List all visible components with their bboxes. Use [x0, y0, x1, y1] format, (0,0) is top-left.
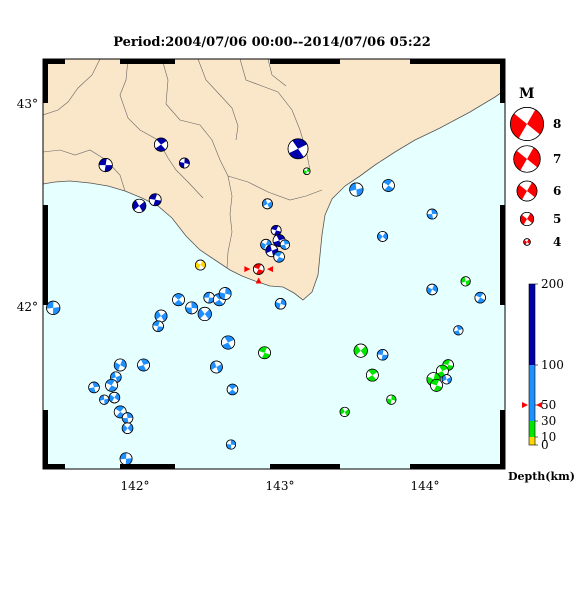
- lon-tick-143: 143°: [266, 479, 295, 493]
- depth-tick-label: 30: [541, 414, 556, 428]
- magnitude-legend-label: 6: [553, 184, 561, 198]
- event-mechanism: [46, 300, 61, 315]
- events-layer: [46, 137, 486, 466]
- event-mechanism: [474, 291, 486, 304]
- lat-tick-42: 42°: [17, 300, 38, 314]
- event-mechanism: [88, 381, 100, 394]
- lat-tick-43: 43°: [17, 97, 38, 111]
- target-event-mechanism: [252, 263, 265, 275]
- target-arrow-bottom: [255, 277, 262, 284]
- event-mechanism: [99, 394, 110, 405]
- event-mechanism: [154, 309, 168, 323]
- depth-tick-label: 50: [541, 398, 556, 412]
- event-mechanism: [303, 167, 311, 175]
- event-mechanism: [98, 158, 113, 173]
- depth-marker-right: [536, 402, 542, 408]
- depth-tick-label: 10: [541, 430, 556, 444]
- event-mechanism: [287, 138, 309, 160]
- event-mechanism: [258, 346, 271, 360]
- event-mechanism: [152, 320, 164, 332]
- depth-tick-label: 100: [541, 358, 564, 372]
- event-mechanism: [262, 198, 273, 210]
- magnitude-legend-symbol-5: [519, 211, 535, 227]
- magnitude-legend-label: 7: [553, 152, 561, 166]
- magnitude-legend: M 8 7 6 5 4: [510, 86, 561, 249]
- event-mechanism: [460, 276, 471, 287]
- event-mechanism: [353, 343, 368, 358]
- depth-color-scale: 200 100 50 30 100: [522, 277, 564, 452]
- event-mechanism: [386, 394, 397, 405]
- event-mechanism: [349, 182, 364, 197]
- event-mechanism: [435, 364, 449, 378]
- event-mechanism: [113, 358, 127, 372]
- depth-band: [529, 365, 535, 421]
- event-mechanism: [218, 287, 232, 300]
- event-mechanism: [210, 360, 223, 374]
- event-mechanism: [279, 239, 291, 250]
- depth-tick-label: 200: [541, 277, 564, 291]
- event-mechanism: [178, 157, 190, 169]
- event-mechanism: [377, 231, 388, 242]
- lon-tick-142: 142°: [121, 479, 150, 493]
- event-mechanism: [119, 452, 133, 466]
- event-mechanism: [221, 335, 236, 350]
- event-mechanism: [426, 283, 438, 296]
- event-mechanism: [339, 406, 350, 417]
- event-mechanism: [365, 368, 379, 382]
- event-mechanism: [376, 349, 389, 361]
- event-mechanism: [382, 179, 395, 192]
- map-title: Period:2004/07/06 00:00--2014/07/06 05:2…: [113, 35, 431, 50]
- event-mechanism: [273, 251, 285, 263]
- event-mechanism: [195, 259, 206, 271]
- event-mechanism: [430, 378, 443, 392]
- map-area: [43, 59, 505, 469]
- map-frame: [42, 58, 506, 470]
- lon-tick-144: 144°: [411, 479, 440, 493]
- magnitude-legend-symbol-6: [516, 180, 538, 202]
- magnitude-legend-title: M: [519, 86, 535, 102]
- event-mechanism: [225, 439, 237, 450]
- event-mechanism: [121, 422, 134, 434]
- depth-band: [529, 284, 535, 365]
- event-mechanism: [197, 306, 212, 322]
- magnitude-legend-symbol-8: [510, 107, 544, 141]
- magnitude-legend-label: 5: [553, 212, 561, 226]
- magnitude-legend-symbol-7: [513, 145, 541, 173]
- depth-scale-title: Depth(km): [508, 470, 575, 483]
- event-mechanism: [172, 293, 185, 307]
- magnitude-legend-label: 8: [553, 117, 561, 131]
- magnitude-legend-label: 4: [553, 235, 561, 249]
- depth-band: [529, 437, 535, 445]
- event-mechanism: [121, 412, 134, 424]
- event-mechanism: [137, 358, 150, 372]
- target-arrow-left: [244, 266, 251, 273]
- depth-tick-label: 0: [541, 438, 549, 452]
- event-mechanism: [274, 298, 287, 310]
- event-mechanism: [154, 137, 169, 152]
- depth-marker-left: [522, 402, 528, 408]
- event-mechanism: [270, 224, 282, 236]
- event-mechanism: [148, 193, 162, 207]
- event-mechanism: [426, 208, 438, 220]
- event-mechanism: [226, 383, 239, 396]
- event-mechanism: [185, 301, 199, 315]
- target-arrow-right: [267, 266, 274, 273]
- event-mechanism: [132, 198, 147, 213]
- event-mechanism: [108, 391, 121, 404]
- event-mechanism: [453, 325, 464, 336]
- magnitude-legend-symbol-4: [523, 238, 531, 246]
- depth-band: [529, 421, 535, 437]
- event-mechanism: [105, 378, 118, 392]
- event-mechanism: [441, 374, 452, 385]
- event-mechanism: [203, 291, 215, 304]
